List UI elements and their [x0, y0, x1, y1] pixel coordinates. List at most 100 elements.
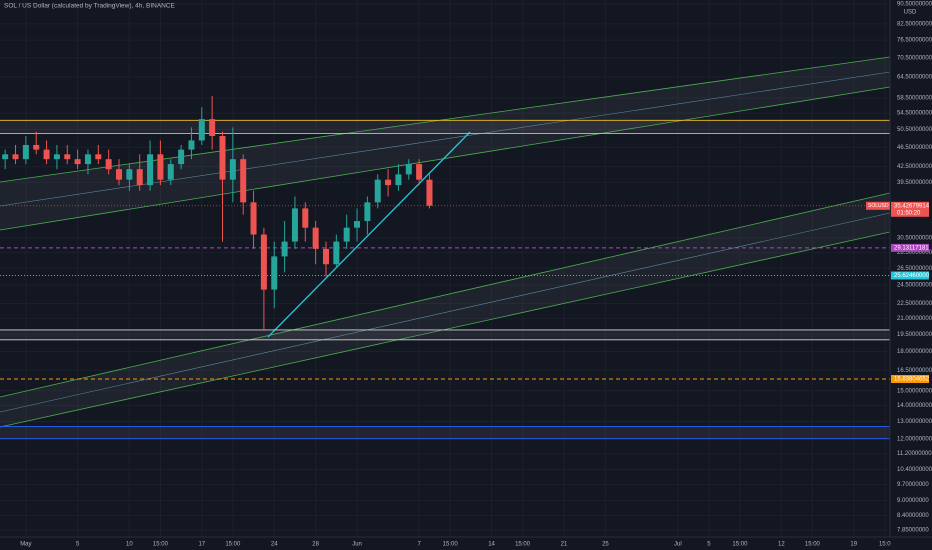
y-tick-label: 76.50000000: [897, 38, 932, 44]
x-tick-label: 17: [198, 542, 205, 548]
candle-body: [178, 149, 185, 165]
price-level-tag: [891, 271, 929, 280]
y-tick-label: 9.00000000: [897, 498, 929, 504]
price-level-tag: [891, 243, 929, 252]
y-tick-label: 9.70000000: [897, 482, 929, 488]
candle-body: [95, 154, 102, 160]
candle-body: [312, 227, 319, 249]
candle-body: [302, 208, 309, 228]
candle-body: [385, 179, 392, 186]
y-tick-label: 30.50000000: [897, 236, 932, 242]
symbol-label: SOLUSD: [868, 203, 889, 209]
zone: [0, 426, 890, 439]
candle-body: [84, 154, 91, 165]
candle-body: [291, 208, 298, 242]
currency-label: USD: [904, 10, 917, 16]
x-tick-label: 7: [417, 542, 421, 548]
channel-fill: [0, 193, 890, 427]
y-tick-label: 15.00000000: [897, 388, 932, 394]
last-price-tag: [891, 201, 929, 217]
symbol-tag: [866, 201, 890, 210]
y-tick-label: 64.50000000: [897, 74, 932, 80]
x-tick-label: 21: [561, 542, 568, 548]
candle-body: [105, 159, 112, 170]
channel-line: [0, 86, 891, 231]
candle-body: [364, 202, 371, 222]
y-tick-label: 50.50000000: [897, 127, 932, 133]
x-tick-label: Jul: [674, 542, 682, 548]
zones: [0, 119, 890, 440]
price-level-tag: [891, 375, 929, 384]
candle-body: [374, 179, 381, 203]
y-tick-label: 42.50000000: [897, 164, 932, 170]
x-tick-label: 15:00: [443, 542, 459, 548]
last-price-label: 35.42679914: [894, 203, 930, 209]
x-tick-label: 24: [271, 542, 278, 548]
candle-body: [198, 119, 205, 141]
price-level-label: 29.13117181: [894, 245, 929, 251]
y-tick-label: 39.50000000: [897, 180, 932, 186]
y-tick-label: 7.85000000: [897, 528, 929, 534]
y-tick-label: 24.50000000: [897, 283, 932, 289]
y-tick-label: 14.00000000: [897, 403, 932, 409]
y-tick-label: 82.50000000: [897, 21, 932, 27]
candle-body: [250, 202, 257, 235]
candle-body: [426, 179, 433, 206]
y-tick-label: 70.50000000: [897, 55, 932, 61]
y-tick-label: 90.50000000: [897, 2, 932, 8]
trend-line: [267, 131, 471, 338]
candle-body: [116, 169, 123, 180]
candle-body: [126, 169, 133, 180]
y-tick-label: 58.50000000: [897, 95, 932, 101]
zone: [0, 120, 890, 134]
x-tick-label: 5: [76, 542, 80, 548]
y-tick-label: 10.40000000: [897, 467, 932, 473]
candle-body: [147, 154, 154, 186]
candle-body: [136, 169, 143, 186]
candle-body: [209, 119, 216, 137]
y-tick-label: 19.50000000: [897, 332, 932, 338]
y-tick-label: 13.00000000: [897, 419, 932, 425]
candle-body: [322, 248, 329, 265]
y-tick-label: 21.00000000: [897, 316, 932, 322]
candle-body: [12, 154, 19, 160]
price-level-label: 15.83804652: [894, 377, 930, 383]
candle-body: [281, 241, 288, 257]
x-tick-label: 10: [126, 542, 133, 548]
candle-body: [240, 159, 247, 203]
x-tick-label: 19: [850, 542, 857, 548]
y-tick-label: 16.50000000: [897, 368, 932, 374]
x-tick-label: 15:00: [732, 542, 748, 548]
candle-body: [53, 154, 60, 160]
channel-line: [0, 192, 891, 398]
y-tick-label: 22.50000000: [897, 301, 932, 307]
y-tick-label: 28.50000000: [897, 250, 932, 256]
x-tick-label: 15:00: [225, 542, 241, 548]
candle-body: [64, 154, 71, 160]
grid: [0, 0, 890, 537]
chart-title: SOL / US Dollar (calculated by TradingVi…: [4, 3, 176, 10]
candle-body: [354, 221, 361, 228]
x-tick-label: May: [20, 542, 31, 548]
x-tick-label: 15:00: [805, 542, 821, 548]
x-tick-label: Jun: [352, 542, 362, 548]
candle-body: [405, 164, 412, 175]
y-tick-label: 12.00000000: [897, 436, 932, 442]
candle-body: [219, 136, 226, 180]
candle-body: [157, 154, 164, 180]
candle-body: [260, 234, 267, 290]
y-tick-label: 18.00000000: [897, 349, 932, 355]
candle-body: [416, 164, 423, 180]
candle-body: [229, 159, 236, 180]
y-tick-label: 8.40000000: [897, 513, 929, 519]
candle-body: [2, 154, 9, 160]
candle-body: [33, 144, 40, 150]
x-tick-label: 28: [312, 542, 319, 548]
x-tick-label: 14: [488, 542, 495, 548]
y-tick-label: 11.20000000: [897, 451, 932, 457]
candle-body: [74, 159, 81, 165]
candle-body: [395, 174, 402, 186]
y-tick-label: 26.50000000: [897, 266, 932, 272]
